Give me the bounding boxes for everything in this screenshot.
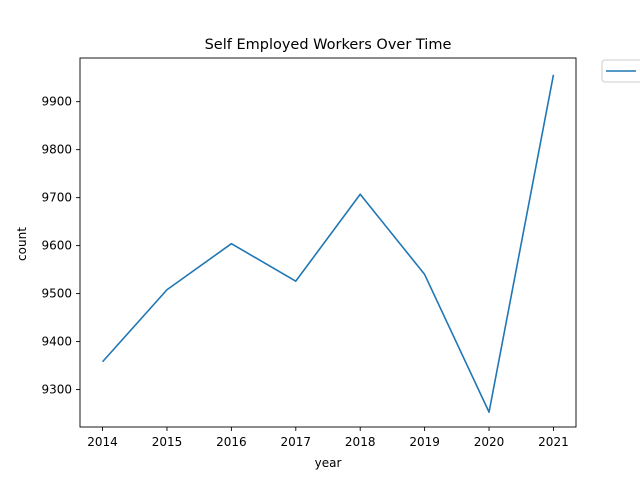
legend (601, 59, 640, 83)
x-axis-label: year (315, 456, 342, 470)
y-tick-label: 9600 (41, 239, 72, 253)
x-tick-label: 2014 (87, 435, 118, 449)
x-tick-label: 2016 (216, 435, 247, 449)
chart-title: Self Employed Workers Over Time (205, 37, 452, 53)
y-tick-label: 9900 (41, 95, 72, 109)
x-tick-label: 2017 (281, 435, 312, 449)
y-tick-label: 9800 (41, 143, 72, 157)
x-tick-label: 2020 (474, 435, 505, 449)
series-line-0 (101, 74, 555, 413)
x-tick-label: 2019 (409, 435, 440, 449)
y-tick-label: 9500 (41, 287, 72, 301)
plot-area: 2014 2015 2016 2017 2018 2019 2020 2021 9300 9400… (41, 57, 577, 449)
y-tick-label: 9300 (41, 383, 72, 397)
y-tick-label: 9700 (41, 191, 72, 205)
x-tick-label: 2015 (152, 435, 183, 449)
x-tick-label: 2021 (538, 435, 569, 449)
x-tick-label: 2018 (345, 435, 376, 449)
y-axis-label: count (15, 227, 29, 261)
y-tick-label: 9400 (41, 335, 72, 349)
axes-frame (79, 57, 577, 428)
